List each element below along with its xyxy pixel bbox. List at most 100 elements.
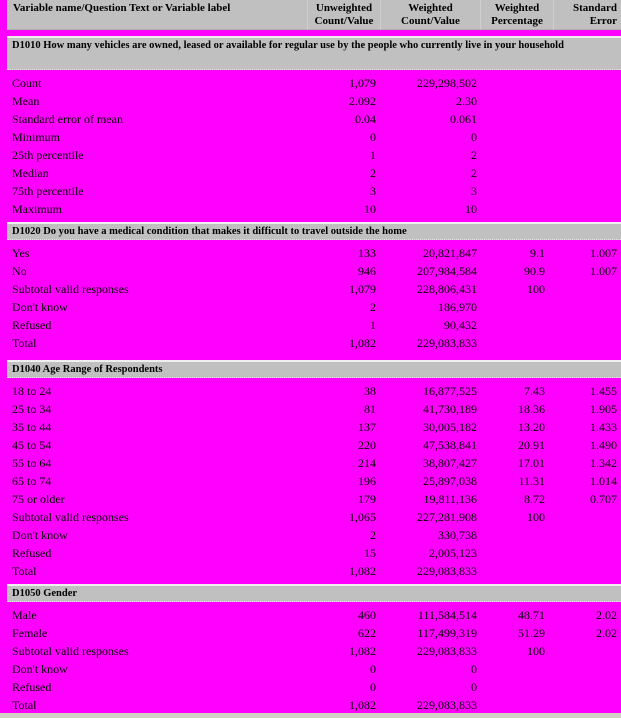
weighted-value: 41,730,189: [423, 402, 477, 416]
weighted-value: 229,083,833: [417, 564, 477, 578]
table-row: Refused 1 90,432: [0, 316, 621, 334]
section-header-d1020: D1020 Do you have a medical condition th…: [7, 222, 621, 240]
unweighted-value: 179: [358, 492, 376, 506]
header-variable-label-text: Variable name/Question Text or Variable …: [13, 2, 231, 14]
standard-error-value: [553, 642, 621, 660]
row-label: Count: [12, 76, 42, 90]
bottom-strip: [0, 713, 621, 718]
percentage-value: 8.72: [524, 492, 545, 506]
percentage-value: [480, 92, 553, 110]
standard-error-value: [553, 334, 621, 352]
percentage-value: 17.01: [518, 456, 545, 470]
percentage-value: [480, 298, 553, 316]
table-row: 75th percentile 3 3: [0, 182, 621, 200]
table-header: Variable name/Question Text or Variable …: [7, 0, 621, 30]
table-row: 35 to 44 137 30,005,182 13.20 1.433: [0, 418, 621, 436]
header-weighted-count-line2: Count/Value: [401, 15, 460, 27]
standard-error-value: [553, 182, 621, 200]
percentage-value: [480, 526, 553, 544]
unweighted-value: 2: [370, 300, 376, 314]
table-row: 18 to 24 38 16,877,525 7.43 1.455: [0, 382, 621, 400]
table-row: Subtotal valid responses 1,079 228,806,431…: [0, 280, 621, 298]
unweighted-value: 137: [358, 420, 376, 434]
weighted-value: 229,298,502: [417, 76, 477, 90]
table-row: Maximum 10 10: [0, 200, 621, 218]
table-row: Count 1,079 229,298,502: [0, 74, 621, 92]
percentage-value: [480, 544, 553, 562]
row-label: 18 to 24: [12, 384, 52, 398]
standard-error-value: [553, 92, 621, 110]
table-row: Mean 2.092 2.30: [0, 92, 621, 110]
standard-error-value: [553, 316, 621, 334]
weighted-value: 186,970: [438, 300, 477, 314]
sections: D1010 How many vehicles are owned, lease…: [0, 36, 621, 714]
unweighted-value: 214: [358, 456, 376, 470]
weighted-value: 229,083,833: [417, 698, 477, 712]
percentage-value: 11.31: [518, 474, 545, 488]
unweighted-value: 1: [370, 148, 376, 162]
weighted-value: 38,807,427: [423, 456, 477, 470]
unweighted-value: 3: [370, 184, 376, 198]
unweighted-value: 2: [370, 166, 376, 180]
unweighted-value: 1,065: [349, 510, 376, 524]
table-row: 25th percentile 1 2: [0, 146, 621, 164]
weighted-value: 207,984,584: [417, 264, 477, 278]
unweighted-value: 0: [370, 662, 376, 676]
table-row: 65 to 74 196 25,897,038 11.31 1.014: [0, 472, 621, 490]
header-standard-error-line1: Standard: [572, 2, 617, 14]
standard-error-value: 1.014: [590, 474, 617, 488]
row-label: Don't know: [12, 300, 68, 314]
row-label: 35 to 44: [12, 420, 52, 434]
standard-error-value: [553, 696, 621, 714]
weighted-value: 117,499,319: [417, 626, 477, 640]
unweighted-value: 15: [364, 546, 376, 560]
table-row: Standard error of mean 0.04 0.061: [0, 110, 621, 128]
weighted-value: 30,005,182: [423, 420, 477, 434]
weighted-value: 228,806,431: [417, 282, 477, 296]
percentage-value: 48.71: [518, 608, 545, 622]
unweighted-value: 38: [364, 384, 376, 398]
percentage-value: 100: [527, 510, 545, 524]
weighted-value: 229,083,833: [417, 644, 477, 658]
section-rows-d1020: Yes 133 20,821,847 9.1 1.007 No 946 207,984,584…: [0, 240, 621, 352]
section-rows-d1050: Male 460 111,584,514 48.71 2.02 Female 622 117,…: [0, 602, 621, 714]
unweighted-value: 1,082: [349, 564, 376, 578]
row-label: Don't know: [12, 662, 68, 676]
table-row: Female 622 117,499,319 51.29 2.02: [0, 624, 621, 642]
table-row: 75 or older 179 19,811,136 8.72 0.707: [0, 490, 621, 508]
percentage-value: 13.20: [518, 420, 545, 434]
table-row: Total 1,082 229,083,833: [0, 562, 621, 580]
table-row: 55 to 64 214 38,807,427 17.01 1.342: [0, 454, 621, 472]
unweighted-value: 0: [370, 680, 376, 694]
weighted-value: 90,432: [444, 318, 477, 332]
percentage-value: [480, 128, 553, 146]
table-row: Yes 133 20,821,847 9.1 1.007: [0, 244, 621, 262]
standard-error-value: [553, 678, 621, 696]
section-header-d1050: D1050 Gender: [7, 584, 621, 602]
table-row: Total 1,082 229,083,833: [0, 696, 621, 714]
weighted-value: 3: [471, 184, 477, 198]
row-label: Subtotal valid responses: [12, 282, 129, 296]
unweighted-value: 946: [358, 264, 376, 278]
standard-error-value: 1.342: [590, 456, 617, 470]
unweighted-value: 220: [358, 438, 376, 452]
percentage-value: 9.1: [530, 246, 545, 260]
header-unweighted-line1: Unweighted: [315, 2, 373, 14]
weighted-value: 20,821,847: [423, 246, 477, 260]
header-standard-error: Standard Error: [553, 0, 621, 30]
standard-error-value: [553, 74, 621, 92]
standard-error-value: 1.905: [590, 402, 617, 416]
percentage-value: [480, 146, 553, 164]
unweighted-value: 1,082: [349, 336, 376, 350]
percentage-value: [480, 164, 553, 182]
unweighted-value: 0.04: [355, 112, 376, 126]
table-row: 45 to 54 220 47,538,841 20.91 1.490: [0, 436, 621, 454]
percentage-value: 20.91: [518, 438, 545, 452]
weighted-value: 0: [471, 680, 477, 694]
standard-error-value: [553, 660, 621, 678]
table-row: Refused 0 0: [0, 678, 621, 696]
unweighted-value: 1,082: [349, 644, 376, 658]
weighted-value: 16,877,525: [423, 384, 477, 398]
standard-error-value: 1.433: [590, 420, 617, 434]
unweighted-value: 81: [364, 402, 376, 416]
